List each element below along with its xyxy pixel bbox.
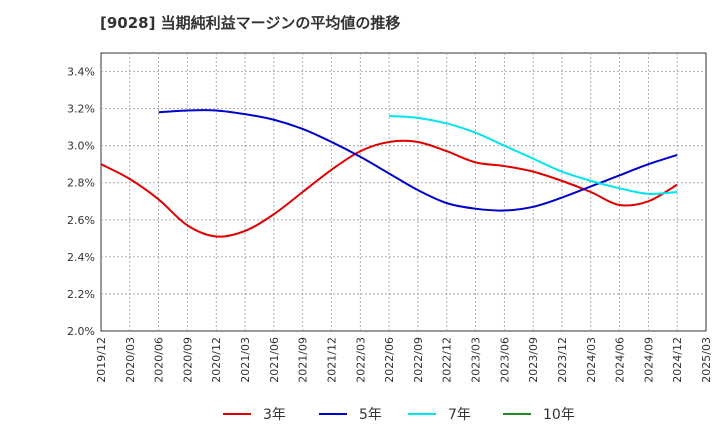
x-tick-label: 2020/03 (124, 337, 137, 383)
x-tick-label: 2020/12 (210, 337, 223, 383)
x-tick-label: 2021/09 (297, 337, 310, 383)
x-tick-label: 2024/12 (671, 337, 684, 383)
gridlines (101, 53, 706, 331)
y-tick-label: 3.0% (67, 140, 95, 153)
x-tick-label: 2022/09 (412, 337, 425, 383)
chart-title: [9028] 当期純利益マージンの平均値の推移 (100, 14, 401, 32)
series-line-5年 (158, 109, 678, 212)
x-tick-label: 2023/06 (498, 337, 511, 383)
x-tick-label: 2023/03 (470, 337, 483, 383)
x-tick-label: 2022/06 (383, 337, 396, 383)
y-tick-label: 2.8% (67, 177, 95, 190)
x-axis-ticks: 2019/12 2020/03 2020/06 2020/09 2020/12 2021/… (95, 337, 713, 383)
x-tick-label: 2022/03 (354, 337, 367, 383)
legend-label: 3年 (263, 407, 286, 423)
x-tick-label: 2024/03 (585, 337, 598, 383)
x-tick-label: 2024/09 (642, 337, 655, 383)
x-tick-label: 2025/03 (700, 337, 713, 383)
x-tick-label: 2020/09 (181, 337, 194, 383)
x-tick-label: 2019/12 (95, 337, 108, 383)
x-tick-label: 2024/06 (614, 337, 627, 383)
y-tick-label: 3.4% (67, 66, 95, 79)
series-line-3年 (100, 139, 678, 238)
series-lines (100, 109, 678, 238)
y-tick-label: 2.4% (67, 251, 95, 264)
legend: 3年 5年 7年 10年 (223, 407, 575, 423)
x-tick-label: 2020/06 (153, 337, 166, 383)
x-tick-label: 2021/12 (325, 337, 338, 383)
x-tick-label: 2022/12 (441, 337, 454, 383)
x-tick-label: 2021/06 (268, 337, 281, 383)
legend-label: 7年 (448, 407, 471, 423)
y-axis-ticks: 2.0% 2.2% 2.4% 2.6% 2.8% 3.0% 3.2% 3.4% (67, 66, 95, 338)
series-line-7年 (389, 115, 678, 195)
y-tick-label: 3.2% (67, 103, 95, 116)
x-tick-label: 2023/09 (527, 337, 540, 383)
y-tick-label: 2.2% (67, 288, 95, 301)
legend-label: 10年 (543, 407, 575, 423)
x-tick-label: 2021/03 (239, 337, 252, 383)
x-tick-label: 2023/12 (556, 337, 569, 383)
plot-area (100, 52, 707, 332)
legend-label: 5年 (359, 407, 382, 423)
y-tick-label: 2.0% (67, 325, 95, 338)
y-tick-label: 2.6% (67, 214, 95, 227)
